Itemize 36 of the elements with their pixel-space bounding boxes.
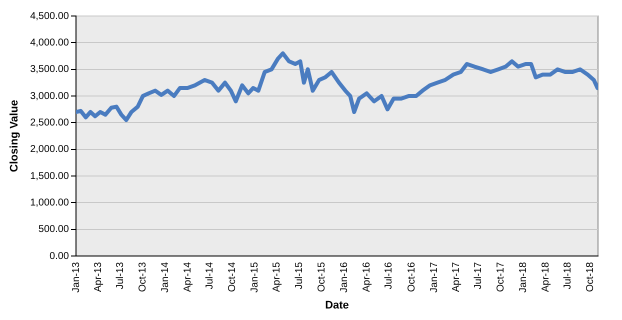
x-tick-label: Oct-18 [585, 262, 596, 292]
x-tick-label: Jan-18 [518, 262, 530, 293]
x-tick-label: Jul-13 [115, 262, 126, 290]
x-tick-label: Jan-13 [70, 262, 82, 293]
x-tick-label: Apr-15 [272, 262, 283, 292]
x-tick-label: Jul-16 [384, 262, 395, 290]
x-tick-label: Jul-15 [294, 262, 306, 290]
y-tick-label: 2,500.00 [30, 117, 70, 128]
x-tick-label: Apr-16 [361, 262, 372, 292]
x-tick-label: Oct-16 [406, 262, 418, 292]
x-tick-label: Apr-18 [540, 262, 552, 292]
x-tick-label: Oct-13 [138, 262, 149, 292]
y-tick-label: 3,500.00 [30, 64, 70, 76]
y-tick-label: 2,000.00 [30, 144, 70, 156]
x-tick-label: Jul-18 [562, 262, 574, 290]
y-tick-label: 500.00 [38, 224, 70, 236]
x-tick-label: Oct-15 [316, 262, 328, 292]
x-tick-label: Apr-14 [182, 262, 194, 292]
x-tick-label: Jan-15 [250, 262, 261, 293]
x-tick-label: Jan-14 [160, 262, 172, 293]
x-tick-label: Apr-13 [92, 262, 104, 292]
y-tick-label: 4,500.00 [30, 10, 70, 22]
y-axis-title: Closing Value [8, 100, 21, 172]
y-tick-label: 3,000.00 [30, 90, 70, 102]
x-tick-label: Jan-17 [428, 262, 440, 293]
y-tick-label: 0.00 [50, 250, 70, 262]
x-tick-label: Jul-17 [473, 262, 484, 290]
x-tick-label: Jul-14 [204, 262, 216, 290]
y-tick-label: 1,500.00 [30, 170, 70, 182]
x-tick-label: Jan-16 [339, 262, 350, 293]
y-tick-label: 1,000.00 [30, 197, 70, 208]
x-axis-title: Date [325, 299, 349, 312]
y-tick-label: 4,000.00 [30, 37, 70, 48]
x-tick-label: Oct-14 [227, 262, 238, 292]
x-tick-label: Apr-17 [450, 262, 462, 292]
x-tick-label: Oct-17 [496, 262, 507, 292]
